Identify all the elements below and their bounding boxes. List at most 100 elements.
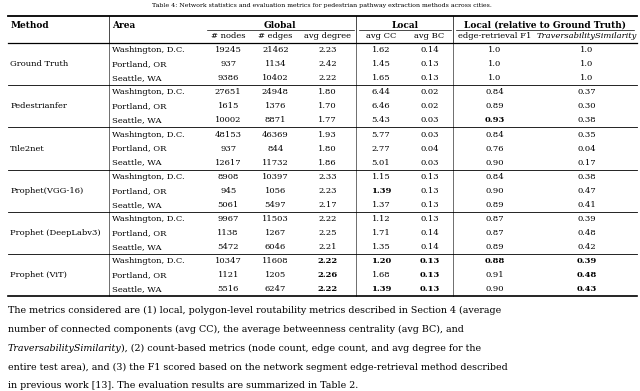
Text: 8908: 8908	[218, 173, 239, 181]
Text: 1.0: 1.0	[580, 74, 593, 82]
Text: Table 4: Network statistics and evaluation metrics for pedestrian pathway extrac: Table 4: Network statistics and evaluati…	[152, 3, 492, 8]
Text: 1134: 1134	[265, 60, 286, 68]
Text: 0.43: 0.43	[577, 285, 596, 293]
Text: # nodes: # nodes	[211, 32, 246, 40]
Text: ), (2) count-based metrics (node count, edge count, and avg degree for the: ), (2) count-based metrics (node count, …	[122, 344, 481, 353]
Text: 6.44: 6.44	[372, 88, 390, 96]
Text: 1376: 1376	[265, 102, 286, 110]
Text: 2.23: 2.23	[318, 187, 337, 195]
Text: 2.22: 2.22	[318, 215, 337, 223]
Text: 1.77: 1.77	[318, 117, 337, 124]
Text: 0.13: 0.13	[420, 173, 439, 181]
Text: 2.42: 2.42	[318, 60, 337, 68]
Text: 0.89: 0.89	[485, 243, 504, 251]
Text: Seattle, WA: Seattle, WA	[112, 285, 161, 293]
Text: 9967: 9967	[218, 215, 239, 223]
Text: 1.0: 1.0	[580, 46, 593, 54]
Text: 10397: 10397	[262, 173, 289, 181]
Text: Washington, D.C.: Washington, D.C.	[112, 46, 184, 54]
Text: 0.38: 0.38	[577, 117, 596, 124]
Text: 1.39: 1.39	[371, 187, 391, 195]
Text: 2.77: 2.77	[372, 145, 390, 152]
Text: 0.76: 0.76	[485, 145, 504, 152]
Text: 1.80: 1.80	[318, 145, 337, 152]
Text: Prophet (ViT): Prophet (ViT)	[10, 271, 67, 279]
Text: 0.41: 0.41	[577, 201, 596, 209]
Text: Local (relative to Ground Truth): Local (relative to Ground Truth)	[464, 20, 626, 30]
Text: 2.22: 2.22	[318, 74, 337, 82]
Text: 0.48: 0.48	[577, 229, 596, 237]
Text: Portland, OR: Portland, OR	[112, 229, 166, 237]
Text: 0.87: 0.87	[485, 215, 504, 223]
Text: avg CC: avg CC	[366, 32, 396, 40]
Text: 0.38: 0.38	[577, 173, 596, 181]
Text: Portland, OR: Portland, OR	[112, 60, 166, 68]
Text: 8871: 8871	[265, 117, 286, 124]
Text: # edges: # edges	[259, 32, 292, 40]
Text: 0.30: 0.30	[577, 102, 596, 110]
Text: 0.35: 0.35	[577, 131, 596, 138]
Text: 0.88: 0.88	[484, 257, 505, 265]
Text: 5.77: 5.77	[372, 131, 390, 138]
Text: 0.03: 0.03	[420, 131, 439, 138]
Text: 844: 844	[268, 145, 284, 152]
Text: 1.68: 1.68	[372, 271, 390, 279]
Text: 9386: 9386	[218, 74, 239, 82]
Text: 1.20: 1.20	[371, 257, 391, 265]
Text: in previous work [13]. The evaluation results are summarized in Table 2.: in previous work [13]. The evaluation re…	[8, 381, 358, 390]
Text: number of connected components (avg CC), the average betweenness centrality (avg: number of connected components (avg CC),…	[8, 325, 463, 334]
Text: Global: Global	[264, 20, 296, 30]
Text: 1.86: 1.86	[318, 159, 337, 167]
Text: 0.02: 0.02	[420, 88, 439, 96]
Text: 0.84: 0.84	[485, 131, 504, 138]
Text: 0.02: 0.02	[420, 102, 439, 110]
Text: 0.39: 0.39	[577, 215, 596, 223]
Text: 1.70: 1.70	[318, 102, 337, 110]
Text: 5472: 5472	[218, 243, 239, 251]
Text: Washington, D.C.: Washington, D.C.	[112, 131, 184, 138]
Text: 11608: 11608	[262, 257, 289, 265]
Text: Seattle, WA: Seattle, WA	[112, 243, 161, 251]
Text: 0.13: 0.13	[420, 60, 439, 68]
Text: 0.14: 0.14	[420, 243, 439, 251]
Text: TraversabilitySimilarity: TraversabilitySimilarity	[536, 32, 637, 40]
Text: 0.13: 0.13	[420, 201, 439, 209]
Text: 2.22: 2.22	[317, 257, 338, 265]
Text: 1121: 1121	[218, 271, 239, 279]
Text: Pedestrianfer: Pedestrianfer	[10, 102, 67, 110]
Text: 6046: 6046	[265, 243, 286, 251]
Text: 0.90: 0.90	[485, 159, 504, 167]
Text: 1.80: 1.80	[318, 88, 337, 96]
Text: 1.45: 1.45	[372, 60, 390, 68]
Text: avg degree: avg degree	[304, 32, 351, 40]
Text: 2.21: 2.21	[318, 243, 337, 251]
Text: 24948: 24948	[262, 88, 289, 96]
Text: 1267: 1267	[265, 229, 286, 237]
Text: Portland, OR: Portland, OR	[112, 102, 166, 110]
Text: Local: Local	[391, 20, 418, 30]
Text: 0.87: 0.87	[485, 229, 504, 237]
Text: 0.17: 0.17	[577, 159, 596, 167]
Text: 11503: 11503	[262, 215, 289, 223]
Text: The metrics considered are (1) local, polygon-level routability metrics describe: The metrics considered are (1) local, po…	[8, 306, 501, 315]
Text: Washington, D.C.: Washington, D.C.	[112, 173, 184, 181]
Text: Portland, OR: Portland, OR	[112, 271, 166, 279]
Text: 1615: 1615	[218, 102, 239, 110]
Text: 10002: 10002	[215, 117, 241, 124]
Text: 0.14: 0.14	[420, 229, 439, 237]
Text: Prophet(VGG-16): Prophet(VGG-16)	[10, 187, 83, 195]
Text: 1205: 1205	[265, 271, 286, 279]
Text: 0.13: 0.13	[420, 187, 439, 195]
Text: 0.90: 0.90	[485, 187, 504, 195]
Text: TraversabilitySimilarity: TraversabilitySimilarity	[8, 344, 122, 353]
Text: 937: 937	[220, 145, 236, 152]
Text: edge-retrieval F1: edge-retrieval F1	[458, 32, 531, 40]
Text: Prophet (DeepLabv3): Prophet (DeepLabv3)	[10, 229, 101, 237]
Text: 6.46: 6.46	[372, 102, 390, 110]
Text: 2.25: 2.25	[318, 229, 337, 237]
Text: Ground Truth: Ground Truth	[10, 60, 68, 68]
Text: Method: Method	[10, 20, 49, 30]
Text: 0.13: 0.13	[419, 271, 440, 279]
Text: 0.03: 0.03	[420, 117, 439, 124]
Text: 2.17: 2.17	[318, 201, 337, 209]
